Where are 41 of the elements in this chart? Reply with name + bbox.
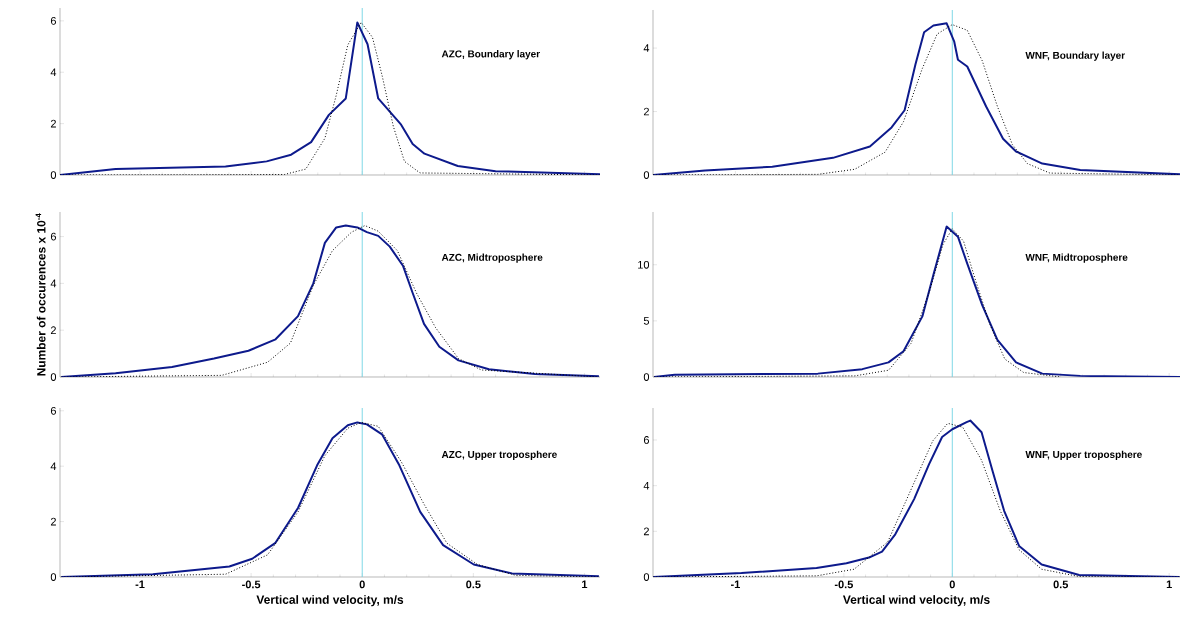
x-tick-label: 0 bbox=[359, 580, 365, 589]
x-tick-label: 0 bbox=[949, 580, 955, 589]
y-tick-label: 2 bbox=[643, 107, 649, 116]
annotation: WNF, Upper troposphere bbox=[1025, 450, 1142, 460]
x-tick-label: -0.5 bbox=[834, 580, 853, 589]
annotation: AZC, Upper troposphere bbox=[441, 450, 557, 460]
annotation: AZC, Midtroposphere bbox=[441, 253, 543, 263]
y-tick-label: 5 bbox=[643, 317, 650, 325]
y-tick-label: 2 bbox=[50, 119, 56, 128]
x-axis-title: Vertical wind velocity, m/s bbox=[256, 595, 404, 607]
x-tick-label: 0.5 bbox=[1053, 580, 1069, 589]
annotation: WNF, Boundary layer bbox=[1025, 51, 1125, 61]
y-tick-label: 4 bbox=[643, 44, 650, 52]
y-axis-title: Number of occurences x 10$^{-4}$ bbox=[35, 213, 46, 376]
y-tick-label: 4 bbox=[643, 481, 650, 490]
y-tick-label: 0 bbox=[643, 573, 650, 581]
y-tick-label: 4 bbox=[50, 279, 57, 288]
y-tick-label: 2 bbox=[50, 326, 56, 335]
y-tick-label: 6 bbox=[50, 406, 56, 415]
y-tick-label: 4 bbox=[50, 462, 57, 470]
y-tick-label: 2 bbox=[50, 517, 56, 526]
y-tick-label: 2 bbox=[643, 527, 649, 536]
y-tick-label: 0 bbox=[50, 573, 57, 581]
annotation: AZC, Boundary layer bbox=[441, 50, 540, 60]
x-tick-label: 1 bbox=[582, 580, 588, 589]
y-tick-label: 4 bbox=[50, 68, 57, 76]
y-tick-label: 0 bbox=[50, 171, 57, 179]
x-tick-label: 0.5 bbox=[466, 580, 481, 589]
x-axis-title: Vertical wind velocity, m/s bbox=[842, 595, 990, 607]
y-tick-label: 6 bbox=[50, 232, 56, 241]
x-tick-label: -1 bbox=[730, 580, 740, 589]
x-tick-label: -0.5 bbox=[242, 580, 261, 589]
y-tick-label: 0 bbox=[643, 373, 650, 381]
y-tick-label: 6 bbox=[643, 436, 649, 444]
y-tick-label: 0 bbox=[50, 373, 57, 381]
y-tick-label: 6 bbox=[50, 16, 56, 25]
y-tick-label: 10 bbox=[638, 260, 650, 269]
x-tick-label: -1 bbox=[135, 580, 145, 589]
annotation: WNF, Midtroposphere bbox=[1025, 253, 1128, 263]
x-tick-label: 1 bbox=[1166, 580, 1172, 589]
y-tick-label: 0 bbox=[643, 171, 650, 179]
